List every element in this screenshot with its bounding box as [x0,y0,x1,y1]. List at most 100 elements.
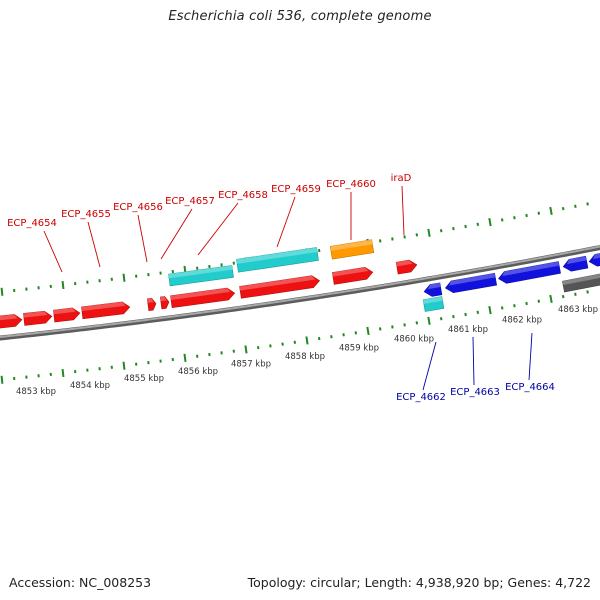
lower-tick-mark [110,365,113,369]
forward-cds-arrow [23,310,53,326]
lower-tick-mark [561,294,565,299]
upper-tick-mark [159,271,162,275]
trna-feature-shine [168,265,233,279]
upper-tick-mark [500,218,504,222]
scale-label: 4859 kbp [339,343,379,353]
gene-label: ECP_4654 [7,218,57,229]
upper-tick-mark [476,222,480,226]
lower-tick-mark [342,333,345,337]
reverse-cds-arrow-shine [449,273,496,286]
upper-tick-mark [574,204,577,208]
forward-cds-arrow [146,297,157,311]
genome-title: Escherichia coli 536, complete genome [168,9,432,24]
upper-tick-mark [391,237,394,241]
lower-tick-mark [464,312,467,317]
upper-tick-mark [25,287,28,291]
reverse-cds-arrow-shine [502,261,560,277]
lower-tick-mark [171,357,174,362]
scale-label: 4860 kbp [394,334,434,344]
gene-label: ECP_4663 [450,387,500,398]
features-layer [0,239,600,330]
trna-feature-shine [236,247,318,264]
upper-tick-mark [488,218,492,227]
trna-feature-shine [423,296,443,304]
upper-tick-mark [98,279,101,283]
lower-tick-mark [415,321,419,325]
orange-feature-shine [330,239,373,251]
lower-tick-mark [354,331,358,335]
orange-feature [329,239,375,260]
leader-line [422,341,437,391]
scale-label: 4863 kbp [558,305,598,315]
lower-tick-mark [305,336,309,345]
lower-tick-mark [37,374,40,378]
lower-tick-mark [427,316,431,325]
upper-tick-mark [403,235,406,239]
leader-line [160,208,193,260]
lower-tick-mark [0,375,4,384]
upper-tick-mark [86,280,89,284]
forward-cds-arrow [239,275,321,299]
upper-tick-mark [427,228,431,237]
lower-tick-mark [208,352,211,357]
lower-tick-mark [330,335,333,339]
tick-marks-layer [0,202,589,384]
scale-label: 4856 kbp [178,367,218,377]
gene-label: ECP_4662 [396,392,446,403]
scale-label: 4858 kbp [285,352,325,362]
lower-tick-mark [269,344,272,348]
forward-cds-arrow-shine [332,267,369,277]
leader-line [528,332,533,381]
leader-line [401,185,405,236]
forward-cds-arrow-shine [53,307,76,315]
upper-tick-mark [110,277,113,281]
gray-feature-shine [562,272,600,286]
upper-tick-mark [61,280,65,290]
lower-tick-mark [98,367,101,371]
upper-tick-mark [561,206,565,211]
upper-tick-mark [378,239,382,243]
upper-tick-mark [513,216,516,220]
upper-tick-mark [220,263,223,267]
forward-cds-arrow [331,267,374,285]
gene-label: ECP_4656 [113,202,163,213]
gene-label: ECP_4659 [271,184,321,195]
upper-tick-mark [196,266,199,270]
gene-label: ECP_4664 [505,382,555,393]
forward-cds-arrow-shine [0,314,18,322]
reverse-cds-arrow [588,251,600,267]
lower-tick-mark [49,372,52,377]
upper-tick-mark [208,264,211,269]
lower-tick-mark [244,345,248,354]
trna-feature [236,247,319,273]
scale-label: 4862 kbp [502,315,542,325]
reverse-cds-arrow-shine [592,251,600,260]
trna-feature [168,265,234,287]
upper-tick-mark [171,269,174,274]
scale-label: 4861 kbp [448,325,488,335]
upper-tick-mark [317,248,321,253]
reverse-cds-arrow [444,272,498,294]
forward-cds-arrow-shine [396,260,413,267]
lower-tick-mark [86,368,89,372]
lower-tick-mark [196,354,199,358]
lower-tick-mark [183,353,187,362]
lower-tick-mark [488,306,492,315]
lower-tick-mark [122,361,126,370]
trna-feature [422,296,445,312]
forward-cds-arrow-shine [239,275,316,291]
lower-tick-mark [13,376,16,381]
reverse-cds-arrow [498,261,561,284]
leader-lines-layer [43,185,533,391]
gene-label: ECP_4657 [165,196,215,207]
lower-tick-mark [500,306,504,310]
lower-tick-mark [476,310,480,314]
lower-tick-mark [525,301,528,306]
upper-tick-mark [464,224,467,229]
upper-tick-mark [74,282,77,286]
leader-line [472,336,475,386]
lower-tick-mark [391,325,394,329]
lower-tick-mark [256,346,260,350]
forward-cds-arrow [81,301,131,320]
